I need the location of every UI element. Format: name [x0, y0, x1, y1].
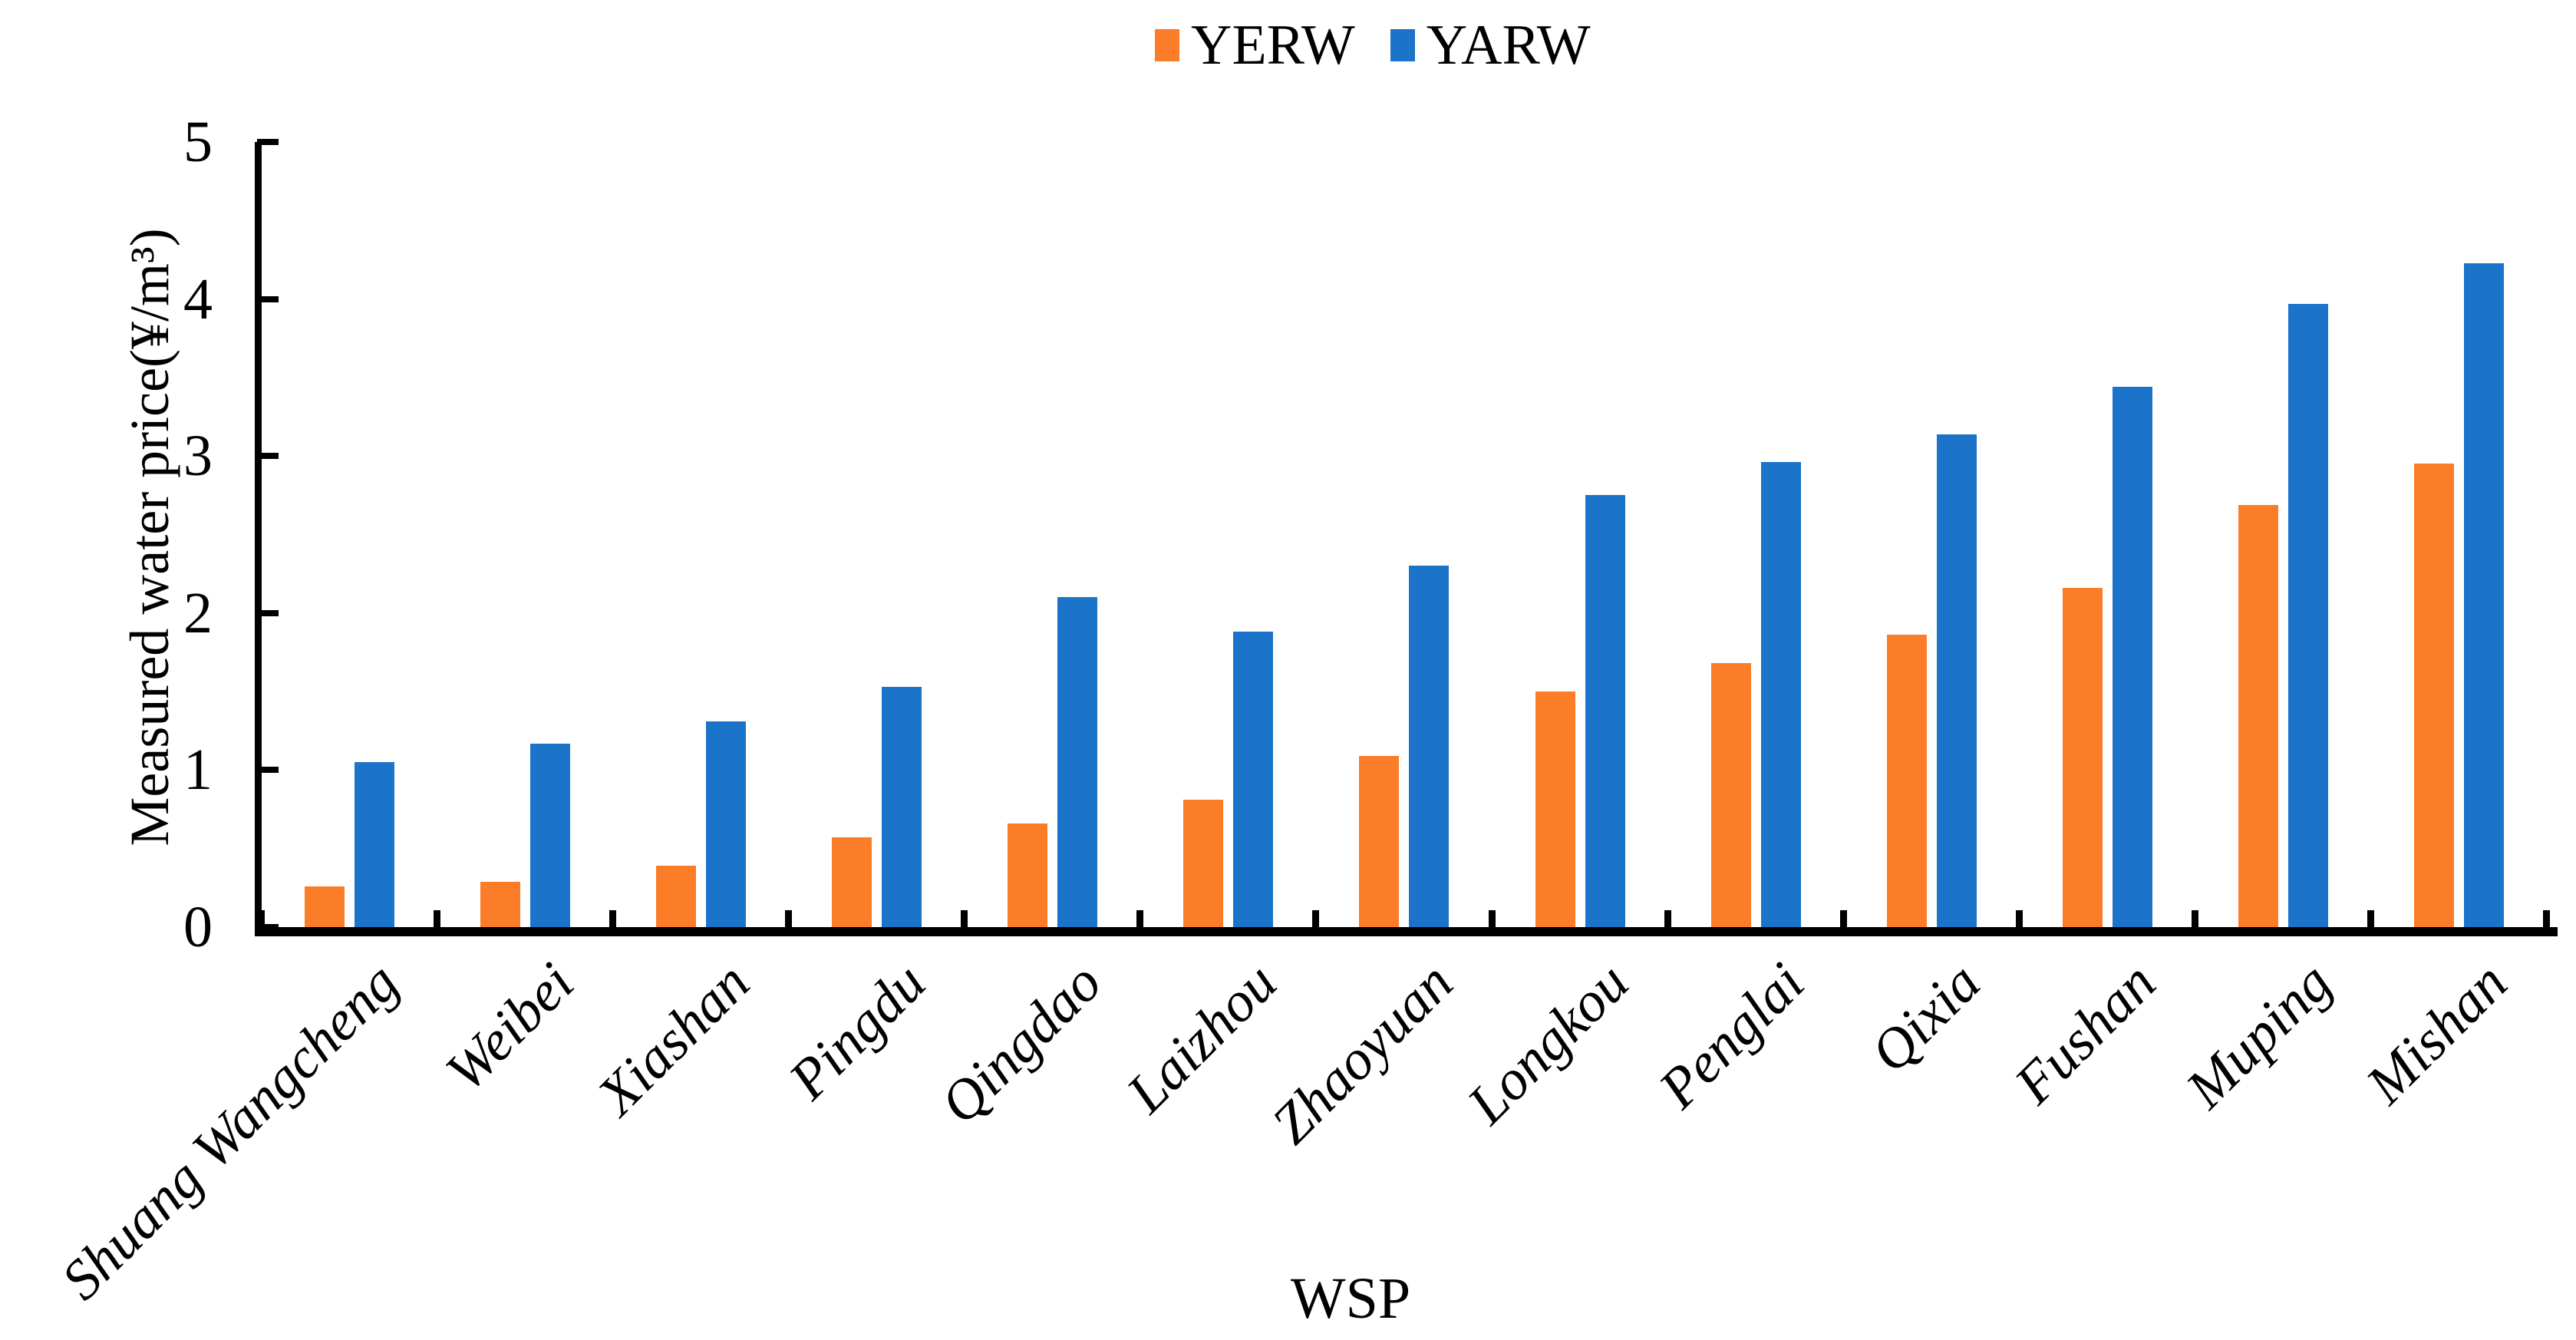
bar-yerw-muping: [2238, 504, 2278, 927]
bar-yerw-fushan: [2062, 588, 2103, 927]
bar-yarw-longkou: [1585, 495, 1625, 927]
x-tick-5: [1136, 910, 1144, 927]
x-tick-4: [961, 910, 968, 927]
y-tick-label-4: 4: [183, 266, 213, 332]
bar-yerw-penglai: [1710, 663, 1751, 927]
category-label-xiashan: Xiashan: [585, 951, 762, 1127]
bar-yarw-laizhou: [1233, 632, 1274, 927]
y-tick-label-2: 2: [183, 580, 213, 645]
y-tick-label-0: 0: [183, 895, 213, 959]
x-tick-3: [785, 910, 793, 927]
x-tick-11: [2191, 910, 2198, 927]
bar-yerw-mishan: [2413, 464, 2454, 927]
y-tick-label-1: 1: [183, 738, 213, 803]
category-label-mishan: Mishan: [2354, 951, 2520, 1117]
legend-label-yarw: YARW: [1426, 14, 1591, 77]
y-tick-5: [257, 139, 279, 145]
y-axis-title: Measured water price(¥/m³): [119, 228, 180, 847]
category-label-qixia: Qixia: [1859, 951, 1993, 1085]
x-tick-10: [2015, 910, 2023, 927]
bar-yerw-qingdao: [1008, 823, 1048, 927]
bar-yarw-xiashan: [706, 721, 747, 927]
category-label-penglai: Penglai: [1647, 951, 1817, 1121]
y-tick-2: [257, 609, 279, 616]
x-tick-1: [434, 910, 441, 927]
category-label-shuang-wangcheng: Shuang Wangcheng: [49, 951, 411, 1312]
legend-label-yerw: YERW: [1191, 14, 1355, 77]
plot-area: [261, 142, 2558, 927]
x-tick-9: [1839, 910, 1847, 927]
bar-yarw-pingdu: [882, 686, 922, 927]
y-tick-0: [257, 924, 279, 930]
y-tick-label-3: 3: [183, 424, 213, 489]
y-tick-3: [257, 453, 279, 460]
bar-yerw-longkou: [1535, 691, 1575, 927]
category-label-zhaoyuan: Zhaoyuan: [1259, 951, 1466, 1157]
bar-yerw-qixia: [1886, 635, 1927, 927]
x-tick-13: [2543, 910, 2550, 927]
x-tick-8: [1664, 910, 1671, 927]
y-tick-4: [257, 295, 279, 302]
category-label-laizhou: Laizhou: [1115, 951, 1290, 1125]
bar-yerw-laizhou: [1183, 800, 1224, 927]
x-tick-12: [2367, 910, 2374, 927]
bar-yerw-weibei: [480, 881, 521, 927]
bar-yarw-muping: [2287, 303, 2328, 927]
category-label-weibei: Weibei: [434, 951, 586, 1104]
bar-yarw-fushan: [2112, 387, 2152, 927]
x-tick-6: [1312, 910, 1320, 927]
chart-legend: YERW YARW: [1155, 17, 1591, 74]
legend-item-yarw: YARW: [1390, 17, 1591, 74]
x-tick-7: [1488, 910, 1496, 927]
x-axis-line: [255, 927, 2558, 936]
bar-yarw-weibei: [530, 743, 571, 927]
x-tick-2: [609, 910, 617, 927]
bar-yarw-zhaoyuan: [1409, 566, 1450, 927]
bar-yerw-pingdu: [832, 837, 872, 927]
category-label-fushan: Fushan: [2003, 951, 2169, 1117]
y-axis-line: [255, 142, 262, 936]
category-label-qingdao: Qingdao: [928, 951, 1114, 1137]
bar-yarw-shuang-wangcheng: [355, 762, 394, 927]
x-tick-0: [258, 910, 265, 927]
bar-yarw-mishan: [2463, 262, 2504, 927]
bar-yarw-penglai: [1760, 462, 1801, 927]
bar-yerw-shuang-wangcheng: [305, 886, 345, 927]
legend-swatch-yerw: [1155, 29, 1179, 61]
bar-yarw-qixia: [1936, 434, 1977, 927]
y-tick-1: [257, 767, 279, 774]
y-tick-label-5: 5: [183, 110, 213, 174]
legend-item-yerw: YERW: [1155, 17, 1355, 74]
bar-yarw-qingdao: [1057, 597, 1098, 927]
bar-yerw-zhaoyuan: [1359, 756, 1400, 927]
category-label-pingdu: Pingdu: [777, 951, 938, 1112]
bar-yerw-xiashan: [656, 866, 697, 927]
legend-swatch-yarw: [1390, 29, 1415, 61]
category-label-muping: Muping: [2174, 951, 2344, 1121]
category-label-longkou: Longkou: [1456, 951, 1641, 1137]
x-axis-title: WSP: [1290, 1266, 1411, 1331]
